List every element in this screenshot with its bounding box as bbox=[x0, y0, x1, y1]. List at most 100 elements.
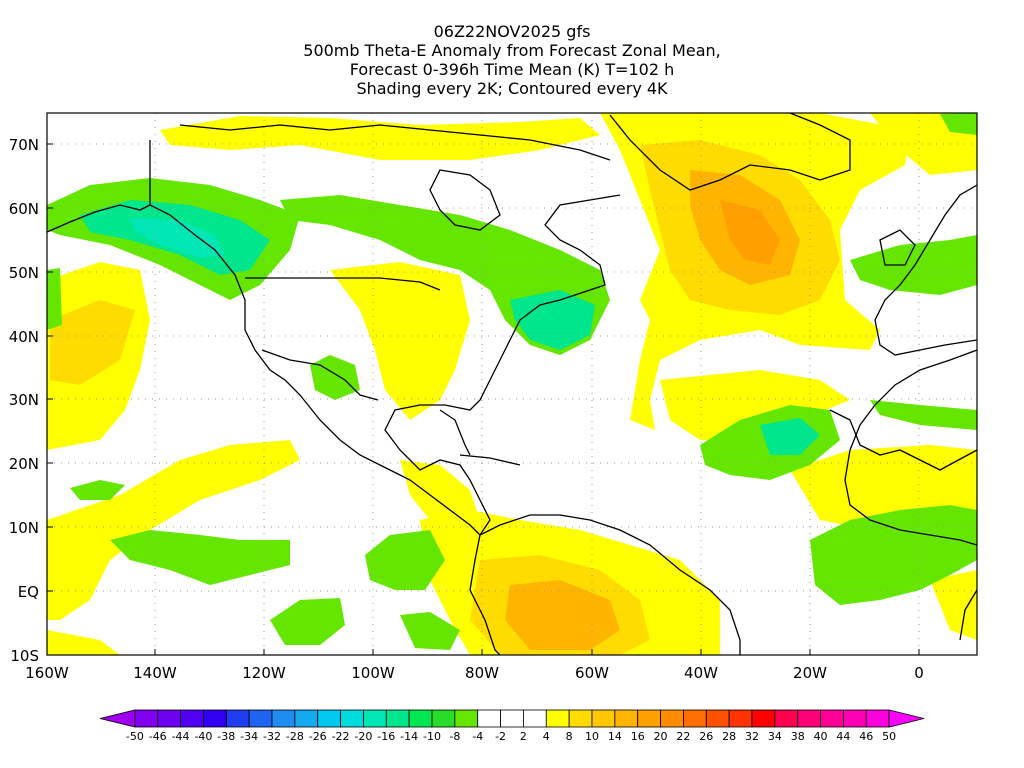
colorbar-swatch bbox=[614, 709, 639, 728]
colorbar-label: -32 bbox=[263, 730, 281, 743]
shade-green-mexico bbox=[310, 355, 360, 400]
coast-south-america bbox=[479, 514, 741, 655]
colorbar-label: 22 bbox=[676, 730, 690, 743]
colorbar-label: 26 bbox=[699, 730, 713, 743]
colorbar-swatch bbox=[728, 709, 753, 728]
lon-label-20w: 20W bbox=[793, 664, 827, 682]
colorbar-swatch bbox=[751, 709, 776, 728]
shade-green-west-africa bbox=[870, 400, 977, 430]
shade-green-tropical-pacific-2 bbox=[365, 530, 445, 590]
shade-orange-south-america bbox=[505, 580, 620, 650]
coast-cuba bbox=[459, 454, 521, 466]
colorbar-swatch bbox=[180, 709, 204, 728]
colorbar-swatch bbox=[271, 709, 296, 728]
colorbar-swatch bbox=[454, 709, 479, 728]
colorbar-label: 40 bbox=[814, 730, 828, 743]
colorbar-swatch bbox=[363, 709, 387, 728]
shade-darkorange-north-atlantic bbox=[720, 200, 780, 265]
colorbar-swatch bbox=[317, 709, 341, 728]
colorbar-label: -20 bbox=[354, 730, 372, 743]
colorbar-swatch bbox=[340, 709, 364, 728]
colorbar-swatch bbox=[157, 709, 181, 728]
coast-africa-south bbox=[959, 589, 977, 641]
colorbar-swatch bbox=[637, 709, 661, 728]
border-us-mexico bbox=[261, 349, 379, 401]
colorbar-swatch bbox=[865, 709, 890, 728]
lon-label-100w: 100W bbox=[351, 664, 395, 682]
colorbar-label: -38 bbox=[217, 730, 235, 743]
colorbar-swatch bbox=[523, 709, 547, 728]
border-us-canada bbox=[245, 277, 441, 291]
title-line-2: 500mb Theta-E Anomaly from Forecast Zona… bbox=[303, 41, 721, 60]
colorbar-label: -14 bbox=[400, 730, 418, 743]
axis-ticks bbox=[47, 143, 920, 655]
colorbar-swatch bbox=[820, 709, 844, 728]
anomaly-shading bbox=[47, 113, 977, 655]
shade-yellow-central-america bbox=[400, 460, 480, 535]
colorbar-swatch bbox=[591, 709, 616, 728]
colorbar-swatch bbox=[248, 709, 273, 728]
colorbar-swatch bbox=[385, 709, 410, 728]
colorbar-label: -28 bbox=[286, 730, 304, 743]
colorbar-label: 2 bbox=[520, 730, 527, 743]
colorbar: -50 -46 -44 -40 -38 -34 -32 -28 -26 -22 -20 -16 -14-… bbox=[99, 709, 925, 743]
colorbar-label: 8 bbox=[566, 730, 573, 743]
shade-green-africa bbox=[810, 505, 977, 605]
shade-yellow-mid-atlantic bbox=[660, 370, 850, 440]
colorbar-label: 32 bbox=[745, 730, 759, 743]
colorbar-label: 34 bbox=[768, 730, 782, 743]
colorbar-label: 46 bbox=[859, 730, 873, 743]
colorbar-swatch bbox=[843, 709, 867, 728]
lon-label-40w: 40W bbox=[684, 664, 718, 682]
colorbar-swatch bbox=[408, 709, 433, 728]
colorbar-swatch bbox=[568, 709, 593, 728]
shade-yellow-arctic bbox=[160, 116, 600, 160]
shade-green-tropical-pacific-3 bbox=[270, 598, 345, 645]
coast-hudson-bay bbox=[429, 169, 501, 231]
colorbar-label: 16 bbox=[631, 730, 645, 743]
shade-green-tropical-pacific-1 bbox=[110, 530, 290, 585]
lon-label-140w: 140W bbox=[133, 664, 177, 682]
colorbar-label: 44 bbox=[836, 730, 850, 743]
lon-label-0: 0 bbox=[914, 664, 924, 682]
coast-south-america-west bbox=[469, 534, 501, 655]
colorbar-label: -44 bbox=[172, 730, 190, 743]
latitude-labels: 70N 60N 50N 40N 30N 20N 10N EQ 10S bbox=[9, 136, 39, 665]
title-line-4: Shading every 2K; Contoured every 4K bbox=[356, 79, 668, 98]
colorbar-swatch bbox=[500, 709, 524, 728]
lon-label-60w: 60W bbox=[575, 664, 609, 682]
border-africa-west bbox=[829, 409, 977, 471]
shade-yellow-sw-pacific bbox=[47, 630, 120, 655]
graticule bbox=[47, 113, 977, 655]
shade-green-se-pacific bbox=[940, 113, 977, 135]
colorbar-swatch bbox=[774, 709, 799, 728]
colorbar-label: -4 bbox=[472, 730, 483, 743]
shade-green-tropical-pacific-4 bbox=[400, 612, 460, 650]
shade-green-europe bbox=[850, 235, 977, 295]
title-line-3: Forecast 0-396h Time Mean (K) T=102 h bbox=[349, 60, 675, 79]
lat-label-10s: 10S bbox=[10, 647, 39, 665]
shade-cyan-pacific-northwest bbox=[130, 218, 225, 258]
lat-label-eq: EQ bbox=[18, 583, 39, 601]
coast-europe-west bbox=[874, 184, 977, 356]
lon-label-120w: 120W bbox=[242, 664, 286, 682]
lon-label-80w: 80W bbox=[465, 664, 499, 682]
colorbar-label: -10 bbox=[423, 730, 441, 743]
colorbar-swatch bbox=[888, 709, 925, 728]
lat-label-60n: 60N bbox=[9, 200, 39, 218]
colorbar-swatch bbox=[294, 709, 319, 728]
colorbar-label: -22 bbox=[332, 730, 350, 743]
shade-teal-new-england bbox=[510, 290, 595, 350]
colorbar-label: -34 bbox=[240, 730, 258, 743]
map-frame bbox=[46, 112, 978, 656]
colorbar-label: -2 bbox=[495, 730, 506, 743]
colorbar-swatch bbox=[660, 709, 684, 728]
shade-yellow-south-atlantic bbox=[930, 570, 977, 640]
coast-florida bbox=[439, 409, 471, 456]
shade-yellow-central-us bbox=[330, 262, 470, 420]
coast-british-isles bbox=[879, 229, 916, 266]
colorbar-label: -40 bbox=[194, 730, 212, 743]
colorbar-label: 50 bbox=[882, 730, 896, 743]
colorbar-swatch bbox=[99, 709, 136, 728]
coastlines bbox=[47, 113, 977, 655]
